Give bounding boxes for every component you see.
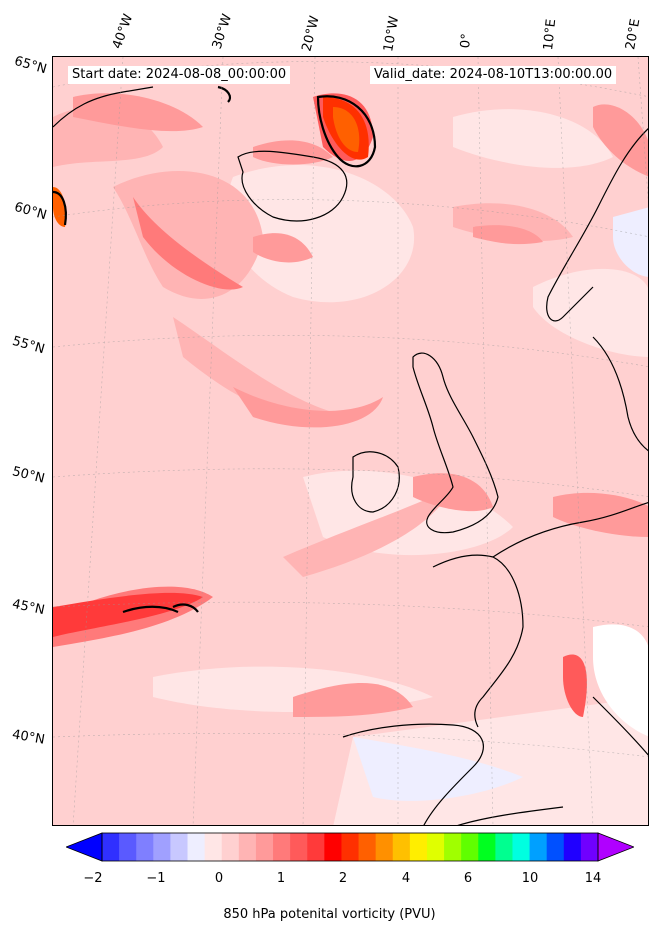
lon-label-20e: 20°E	[623, 17, 644, 52]
potential-vorticity-field	[53, 57, 648, 825]
colorbar-cell	[119, 833, 137, 861]
colorbar-tick-label: 1	[276, 871, 286, 886]
start-date-label: Start date: 2024-08-08_00:00:00	[68, 66, 291, 84]
colorbar-cell	[290, 833, 308, 861]
colorbar-tick-label: −2	[83, 871, 103, 886]
colorbar-cell	[273, 833, 291, 861]
colorbar-cell	[358, 833, 377, 861]
colorbar-tick-label: 4	[401, 871, 411, 886]
lat-label-45n: 45°N	[10, 596, 46, 619]
colorbar-cell	[580, 833, 599, 861]
map-panel	[52, 56, 649, 826]
colorbar-cell	[170, 833, 189, 861]
colorbar-cell	[324, 833, 342, 861]
colorbar-cell	[478, 833, 496, 861]
colorbar-cell	[153, 833, 171, 861]
colorbar-cell	[221, 833, 240, 861]
lon-label-10w: 10°W	[381, 15, 403, 54]
colorbar-tick-label: −1	[146, 871, 166, 886]
colorbar-cell	[529, 833, 548, 861]
lon-label-30w: 30°W	[209, 12, 236, 51]
colorbar-cell	[136, 833, 154, 861]
colorbar-cell	[512, 833, 531, 861]
lat-label-40n: 40°N	[10, 727, 46, 748]
colorbar-tick-label: 6	[463, 871, 473, 886]
lon-label-20w: 20°W	[299, 14, 323, 53]
lat-label-55n: 55°N	[10, 333, 47, 358]
colorbar-cell	[341, 833, 360, 861]
valid-date-label: Valid_date: 2024-08-10T13:00:00.00	[370, 66, 617, 84]
colorbar-tick-label: 0	[214, 871, 224, 886]
colorbar-cell	[204, 833, 223, 861]
colorbar-cell	[409, 833, 428, 861]
colorbar-tick-label: 2	[338, 871, 348, 886]
colorbar-title: 850 hPa potenital vorticity (PVU)	[223, 907, 436, 922]
colorbar-cell	[102, 833, 120, 861]
colorbar-cell	[495, 833, 513, 861]
colorbar-cell	[307, 833, 325, 861]
colorbar-cell	[375, 833, 394, 861]
lat-label-65n: 65°N	[12, 53, 49, 78]
colorbar-cell	[392, 833, 411, 861]
lat-label-60n: 60°N	[12, 199, 49, 224]
colorbar-min-arrow	[66, 832, 103, 862]
lon-label-0: 0°	[458, 32, 475, 49]
colorbar-tick-label: 10	[521, 871, 539, 886]
colorbar-cell	[461, 833, 479, 861]
colorbar-cell	[255, 833, 274, 861]
lon-label-10e: 10°E	[541, 18, 560, 52]
colorbar-max-arrow	[597, 832, 634, 862]
colorbar-cell	[563, 833, 582, 861]
colorbar-cell	[238, 833, 257, 861]
colorbar-cell	[426, 833, 445, 861]
lon-label-40w: 40°W	[109, 12, 137, 51]
colorbar-cell	[444, 833, 462, 861]
colorbar-cell	[546, 833, 565, 861]
colorbar-tick-label: 14	[584, 871, 602, 886]
colorbar-cell	[187, 833, 206, 861]
lat-label-50n: 50°N	[10, 464, 47, 487]
colorbar	[66, 832, 634, 862]
